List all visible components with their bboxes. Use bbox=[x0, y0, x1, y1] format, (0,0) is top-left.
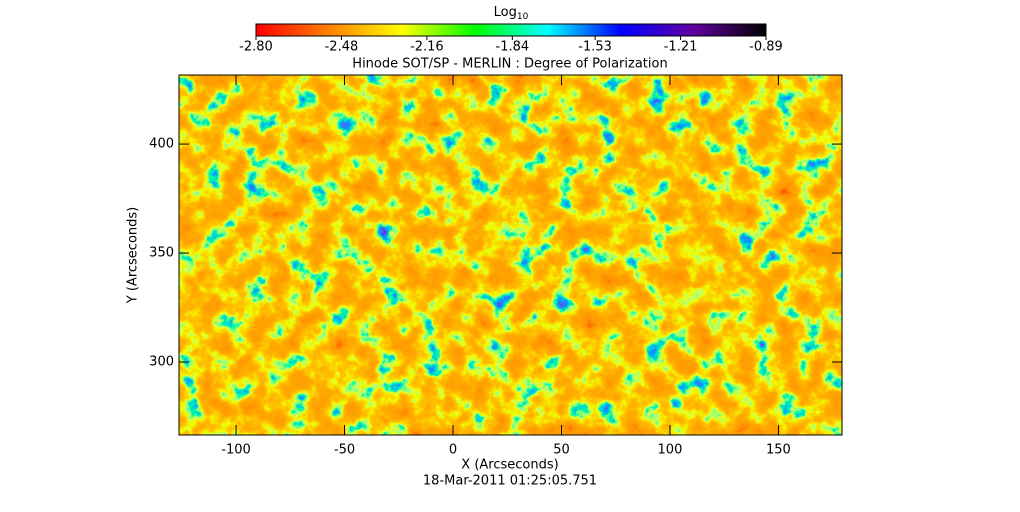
polarization-image bbox=[179, 75, 842, 435]
colorbar-tick-label: -2.16 bbox=[410, 40, 444, 55]
colorbar-tick-label: -2.80 bbox=[239, 40, 273, 55]
y-tick-label: 300 bbox=[149, 354, 174, 369]
colorbar-label-sub: 10 bbox=[517, 12, 529, 22]
colorbar-tick-label: -2.48 bbox=[325, 40, 359, 55]
x-tick-label: 50 bbox=[553, 443, 570, 458]
x-tick-label: 100 bbox=[658, 443, 683, 458]
colorbar bbox=[255, 23, 767, 37]
chart-title: Hinode SOT/SP - MERLIN : Degree of Polar… bbox=[352, 57, 667, 72]
date-label: 18-Mar-2011 01:25:05.751 bbox=[423, 474, 597, 489]
x-tick-label: -50 bbox=[334, 443, 355, 458]
colorbar-label: Log10 bbox=[494, 5, 529, 22]
colorbar-tick-label: -0.89 bbox=[749, 40, 783, 55]
colorbar-tick-label: -1.21 bbox=[664, 40, 698, 55]
x-tick-label: -100 bbox=[221, 443, 251, 458]
plot-frame bbox=[178, 74, 843, 436]
colorbar-tick-label: -1.84 bbox=[496, 40, 530, 55]
y-tick-label: 400 bbox=[149, 137, 174, 152]
y-tick-label: 350 bbox=[149, 246, 174, 261]
colorbar-label-main: Log bbox=[494, 5, 517, 20]
x-tick-label: 150 bbox=[766, 443, 791, 458]
x-axis-label: X (Arcseconds) bbox=[461, 458, 558, 473]
colorbar-tick-label: -1.53 bbox=[578, 40, 612, 55]
x-tick-label: 0 bbox=[449, 443, 457, 458]
y-axis-label: Y (Arcseconds) bbox=[126, 207, 141, 304]
